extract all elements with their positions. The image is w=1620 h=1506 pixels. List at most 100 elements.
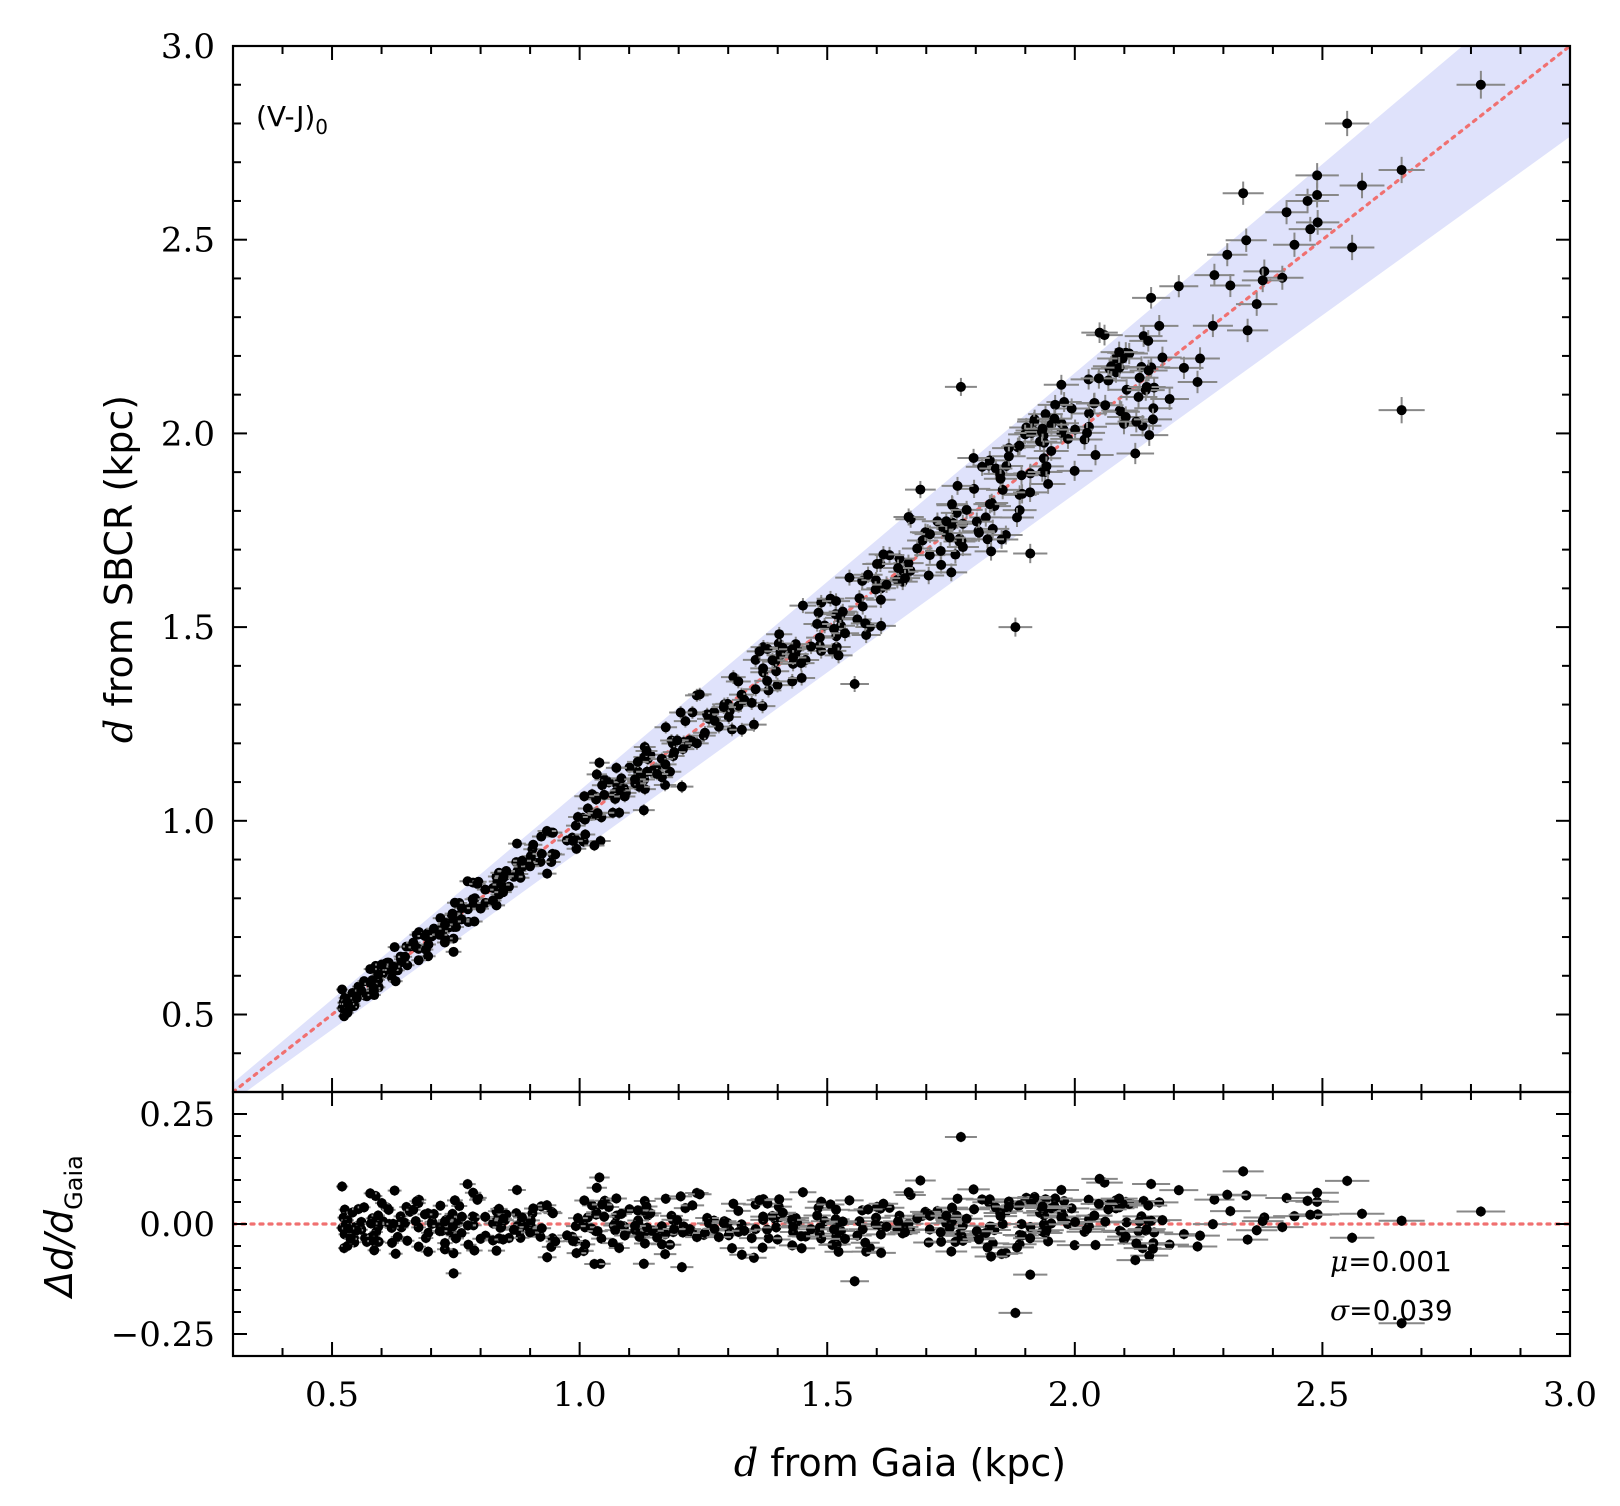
data-point xyxy=(883,559,914,577)
data-point xyxy=(371,968,385,979)
residual-marker xyxy=(840,1233,851,1244)
point-marker xyxy=(872,559,883,570)
residual-point xyxy=(1378,1215,1425,1226)
point-marker xyxy=(1049,413,1060,424)
residual-marker xyxy=(376,1198,387,1209)
residual-point xyxy=(1180,1230,1220,1241)
residual-marker xyxy=(462,1220,473,1231)
residual-point xyxy=(868,1198,899,1210)
residual-point xyxy=(1339,1208,1385,1220)
data-point xyxy=(944,377,977,396)
residual-marker xyxy=(971,1226,982,1237)
data-point xyxy=(716,710,742,724)
point-marker xyxy=(638,805,649,816)
data-point xyxy=(1004,465,1039,485)
data-point xyxy=(1043,374,1079,395)
residual-marker xyxy=(746,1233,757,1244)
residual-point xyxy=(962,1233,996,1245)
point-marker xyxy=(419,931,430,942)
residual-marker xyxy=(997,1219,1008,1230)
data-point xyxy=(537,825,557,837)
point-marker xyxy=(508,871,519,882)
residual-marker xyxy=(684,1224,695,1235)
mu-value: =0.001 xyxy=(1348,1245,1452,1278)
residual-point xyxy=(788,1242,816,1254)
data-point xyxy=(350,993,364,1004)
residual-marker xyxy=(491,1245,502,1256)
residual-marker xyxy=(1131,1238,1142,1249)
data-point xyxy=(584,839,605,852)
residual-point xyxy=(520,1227,540,1238)
main-ticks: 0.5 1.0 1.5 2.0 2.5 3.0 xyxy=(161,27,1571,1093)
data-point xyxy=(759,652,786,668)
residual-marker xyxy=(860,1237,871,1248)
residual-marker xyxy=(935,1227,946,1238)
residual-point xyxy=(408,1215,424,1227)
residual-point xyxy=(568,1212,588,1224)
residual-point xyxy=(835,1195,864,1206)
residual-marker xyxy=(1475,1206,1486,1217)
point-marker xyxy=(973,527,984,538)
residual-point xyxy=(1029,1224,1064,1236)
residual-marker xyxy=(984,1194,995,1205)
data-point xyxy=(742,682,769,697)
ylabel-rest: from SBCR (kpc) xyxy=(97,395,141,719)
point-marker xyxy=(957,542,968,553)
residual-point xyxy=(406,1204,421,1216)
residual-marker xyxy=(542,1252,553,1263)
data-point xyxy=(1295,163,1339,188)
point-marker xyxy=(903,511,914,522)
data-point xyxy=(532,848,552,859)
point-marker xyxy=(541,825,552,836)
residual-point xyxy=(459,1220,476,1231)
point-marker xyxy=(1089,397,1100,408)
data-point xyxy=(1227,318,1269,343)
residual-marker xyxy=(1012,1242,1023,1253)
point-marker xyxy=(944,532,955,543)
residual-point xyxy=(386,1218,401,1230)
data-point xyxy=(930,512,963,531)
data-point xyxy=(862,555,892,573)
residual-point xyxy=(1012,1232,1048,1244)
data-point xyxy=(589,757,610,769)
point-marker xyxy=(796,673,807,684)
point-marker xyxy=(376,959,387,970)
color-index-annotation: (V-J)0 xyxy=(256,100,328,139)
residual-marker xyxy=(660,1249,671,1260)
residual-point xyxy=(476,1211,494,1223)
data-point xyxy=(1180,347,1220,370)
residual-point xyxy=(432,1225,448,1237)
point-marker xyxy=(946,567,957,578)
point-marker xyxy=(1010,622,1021,633)
y-tick-label: 2.5 xyxy=(161,221,215,261)
residual-point xyxy=(508,1184,526,1196)
residual-point xyxy=(532,1222,552,1234)
residual-point xyxy=(653,1248,677,1260)
mu-symbol: μ xyxy=(1330,1245,1348,1278)
point-marker xyxy=(694,689,705,700)
data-point xyxy=(445,946,462,957)
point-marker xyxy=(1173,281,1184,292)
residual-marker xyxy=(413,1241,424,1252)
residual-marker xyxy=(1396,1318,1407,1329)
data-point xyxy=(341,999,355,1010)
point-marker xyxy=(863,569,874,580)
data-point xyxy=(409,929,425,940)
residual-point xyxy=(983,1210,1018,1222)
point-marker xyxy=(447,908,458,919)
residual-marker xyxy=(630,1220,641,1231)
data-point xyxy=(913,566,945,585)
residual-point xyxy=(494,1213,513,1224)
point-marker xyxy=(498,871,509,882)
data-point xyxy=(1150,388,1189,411)
point-marker xyxy=(1084,408,1095,419)
residual-point xyxy=(820,1224,849,1235)
point-marker xyxy=(746,697,757,708)
residual-point xyxy=(357,1202,371,1213)
residual-marker xyxy=(511,1184,522,1195)
data-point xyxy=(1071,403,1108,424)
data-point xyxy=(1025,418,1060,439)
data-point xyxy=(933,528,966,547)
point-marker xyxy=(1238,188,1249,199)
data-point xyxy=(1241,268,1284,293)
